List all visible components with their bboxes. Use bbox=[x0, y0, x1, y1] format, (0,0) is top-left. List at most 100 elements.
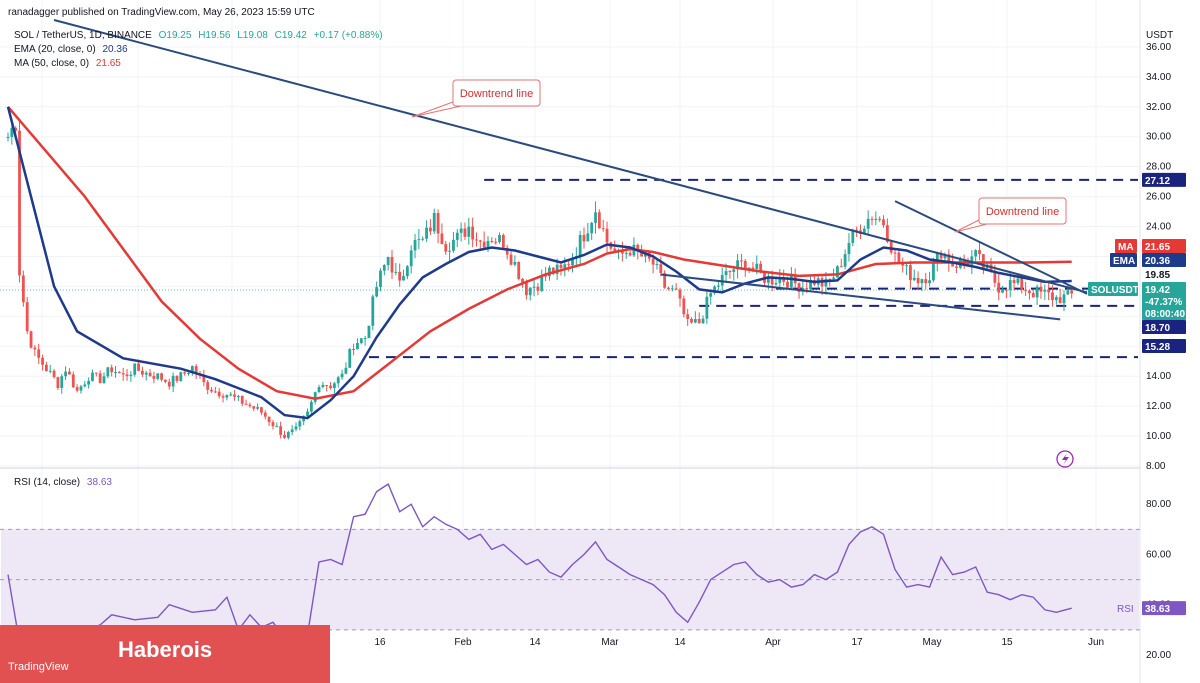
candle-body[interactable] bbox=[778, 277, 782, 284]
candle-body[interactable] bbox=[532, 286, 536, 288]
candle-body[interactable] bbox=[398, 271, 402, 281]
candle-body[interactable] bbox=[164, 379, 167, 382]
candle-body[interactable] bbox=[37, 349, 41, 358]
candle-body[interactable] bbox=[678, 289, 682, 299]
candle-body[interactable] bbox=[64, 371, 67, 377]
candle-body[interactable] bbox=[33, 347, 37, 350]
ma-legend[interactable]: MA (50, close, 0) 21.65 bbox=[14, 58, 125, 69]
candle-body[interactable] bbox=[71, 374, 75, 388]
candle-body[interactable] bbox=[344, 367, 348, 374]
candle-body[interactable] bbox=[60, 376, 64, 388]
candle-body[interactable] bbox=[693, 319, 697, 323]
candle-body[interactable] bbox=[148, 372, 152, 377]
candle-body[interactable] bbox=[697, 319, 701, 324]
candle-body[interactable] bbox=[905, 265, 908, 267]
candle-body[interactable] bbox=[1008, 280, 1012, 290]
candle-body[interactable] bbox=[306, 411, 309, 417]
candle-body[interactable] bbox=[187, 373, 190, 375]
candle-body[interactable] bbox=[106, 367, 110, 377]
candle-body[interactable] bbox=[720, 275, 724, 286]
candle-body[interactable] bbox=[786, 281, 789, 288]
candle-body[interactable] bbox=[501, 234, 505, 248]
candle-body[interactable] bbox=[770, 277, 774, 285]
candle-body[interactable] bbox=[624, 252, 628, 254]
candle-body[interactable] bbox=[528, 287, 532, 296]
candle-body[interactable] bbox=[348, 348, 352, 368]
candle-body[interactable] bbox=[743, 260, 747, 270]
candle-body[interactable] bbox=[567, 264, 571, 266]
candle-body[interactable] bbox=[916, 277, 920, 284]
candle-body[interactable] bbox=[313, 392, 317, 402]
candle-body[interactable] bbox=[851, 229, 855, 243]
candle-body[interactable] bbox=[329, 385, 332, 389]
candle-body[interactable] bbox=[594, 212, 597, 223]
candle-body[interactable] bbox=[563, 264, 567, 269]
candle-body[interactable] bbox=[286, 432, 290, 438]
candle-body[interactable] bbox=[486, 241, 490, 248]
candle-body[interactable] bbox=[736, 260, 739, 270]
candle-body[interactable] bbox=[885, 225, 889, 242]
candle-body[interactable] bbox=[943, 254, 947, 259]
candle-body[interactable] bbox=[202, 375, 206, 383]
candle-body[interactable] bbox=[955, 266, 958, 268]
candle-body[interactable] bbox=[870, 218, 874, 220]
candle-body[interactable] bbox=[260, 407, 263, 413]
candle-body[interactable] bbox=[874, 218, 878, 220]
candle-body[interactable] bbox=[755, 263, 759, 269]
candle-body[interactable] bbox=[290, 429, 294, 433]
candle-body[interactable] bbox=[271, 422, 275, 427]
candle-body[interactable] bbox=[29, 331, 33, 348]
candle-body[interactable] bbox=[1047, 289, 1051, 293]
candle-body[interactable] bbox=[298, 421, 302, 427]
candle-body[interactable] bbox=[544, 275, 547, 277]
candle-body[interactable] bbox=[83, 384, 87, 387]
candle-body[interactable] bbox=[809, 280, 812, 290]
candle-body[interactable] bbox=[1016, 278, 1020, 284]
candle-body[interactable] bbox=[590, 222, 594, 234]
candle-body[interactable] bbox=[1062, 294, 1066, 304]
candle-body[interactable] bbox=[452, 239, 455, 251]
downtrend-line[interactable] bbox=[894, 200, 1088, 295]
candle-body[interactable] bbox=[774, 283, 778, 285]
candle-body[interactable] bbox=[909, 265, 912, 281]
candle-body[interactable] bbox=[536, 286, 540, 291]
candle-body[interactable] bbox=[824, 278, 828, 287]
candle-body[interactable] bbox=[889, 241, 893, 253]
candle-body[interactable] bbox=[951, 263, 955, 267]
candle-body[interactable] bbox=[866, 218, 870, 229]
candle-body[interactable] bbox=[68, 371, 71, 375]
candle-body[interactable] bbox=[1070, 290, 1074, 294]
candle-body[interactable] bbox=[371, 296, 375, 326]
candle-body[interactable] bbox=[467, 226, 471, 237]
candle-body[interactable] bbox=[117, 372, 121, 374]
candle-body[interactable] bbox=[1005, 289, 1008, 291]
candle-body[interactable] bbox=[1024, 289, 1027, 291]
candle-body[interactable] bbox=[836, 266, 839, 278]
candle-body[interactable] bbox=[751, 267, 755, 269]
candle-body[interactable] bbox=[628, 252, 632, 256]
candle-body[interactable] bbox=[6, 136, 10, 138]
candle-body[interactable] bbox=[160, 373, 163, 380]
candle-body[interactable] bbox=[932, 262, 935, 281]
candle-body[interactable] bbox=[183, 372, 187, 374]
candle-body[interactable] bbox=[789, 274, 793, 288]
candle-body[interactable] bbox=[263, 412, 267, 417]
candle-body[interactable] bbox=[663, 273, 667, 288]
candle-body[interactable] bbox=[839, 266, 843, 268]
candle-body[interactable] bbox=[586, 233, 590, 242]
candle-body[interactable] bbox=[1035, 286, 1039, 298]
candle-body[interactable] bbox=[705, 296, 709, 319]
candle-body[interactable] bbox=[924, 279, 928, 284]
candle-body[interactable] bbox=[459, 228, 463, 233]
candle-body[interactable] bbox=[41, 357, 44, 365]
candle-body[interactable] bbox=[636, 244, 640, 252]
candle-body[interactable] bbox=[978, 250, 981, 255]
candle-body[interactable] bbox=[244, 403, 248, 405]
candle-body[interactable] bbox=[1001, 289, 1004, 293]
candle-body[interactable] bbox=[252, 406, 256, 409]
candle-body[interactable] bbox=[333, 383, 336, 389]
candle-body[interactable] bbox=[379, 270, 382, 288]
candle-body[interactable] bbox=[1058, 297, 1062, 304]
candle-body[interactable] bbox=[843, 254, 847, 267]
candle-body[interactable] bbox=[655, 264, 659, 266]
